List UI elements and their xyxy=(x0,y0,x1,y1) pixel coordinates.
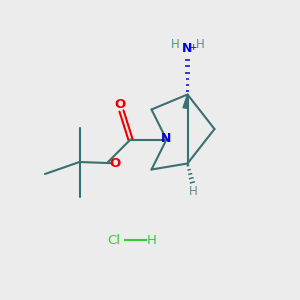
Text: O: O xyxy=(109,157,120,170)
Text: H: H xyxy=(147,233,156,247)
Text: N: N xyxy=(182,42,193,55)
Polygon shape xyxy=(183,94,188,108)
Text: O: O xyxy=(114,98,126,111)
Text: H: H xyxy=(189,184,198,198)
Text: +: + xyxy=(189,44,196,52)
Text: N: N xyxy=(161,131,172,145)
Text: Cl: Cl xyxy=(107,233,121,247)
Text: H: H xyxy=(196,38,205,51)
Text: H: H xyxy=(170,38,179,51)
